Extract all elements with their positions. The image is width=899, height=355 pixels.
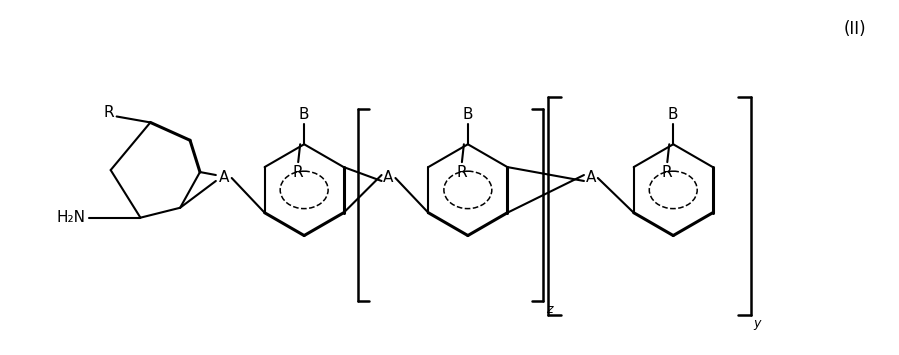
Text: R: R bbox=[662, 165, 672, 180]
Text: B: B bbox=[298, 107, 309, 122]
Text: R: R bbox=[293, 165, 304, 180]
Text: z: z bbox=[547, 303, 553, 316]
Text: A: A bbox=[218, 170, 229, 186]
Text: (II): (II) bbox=[843, 20, 866, 38]
Text: H₂N: H₂N bbox=[57, 210, 85, 225]
Text: R: R bbox=[103, 105, 114, 120]
Text: B: B bbox=[463, 107, 473, 122]
Text: A: A bbox=[585, 170, 596, 186]
Text: y: y bbox=[753, 317, 761, 330]
Text: B: B bbox=[668, 107, 679, 122]
Text: A: A bbox=[383, 170, 394, 186]
Text: R: R bbox=[457, 165, 467, 180]
